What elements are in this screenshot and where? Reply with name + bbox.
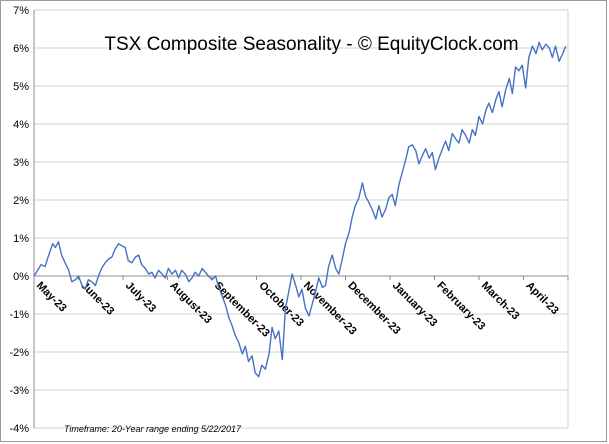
x-tick-label: August-23: [167, 280, 214, 327]
x-tick-label: May-23: [34, 280, 69, 315]
y-axis-tick-labels: -4% -3% -2% -1% 0% 1% 2% 3% 4% 5% 6% 7%: [9, 5, 29, 435]
x-tick-label: April-23: [523, 280, 560, 317]
y-tick-label: 3%: [13, 157, 29, 169]
series-line-0: [33, 41, 567, 378]
series-layer: [33, 41, 567, 378]
y-tick-label: 1%: [13, 233, 29, 245]
y-tick-label: -4%: [9, 423, 29, 435]
chart-title: TSX Composite Seasonality - © EquityCloc…: [104, 34, 519, 55]
y-tick-label: 4%: [13, 119, 29, 131]
axes: [33, 10, 569, 428]
y-tick-label: 0%: [13, 271, 29, 283]
x-tick-label: July-23: [123, 280, 158, 315]
y-tick-label: 5%: [13, 81, 29, 93]
x-tick-label: March-23: [479, 280, 522, 323]
x-tick-label: June-23: [78, 280, 116, 318]
y-tick-label: -1%: [9, 309, 29, 321]
chart-footnote: Timeframe: 20-Year range ending 5/22/201…: [64, 424, 242, 434]
y-tick-label: -3%: [9, 385, 29, 397]
y-tick-label: 2%: [13, 195, 29, 207]
y-tick-label: -2%: [9, 347, 29, 359]
y-tick-label: 7%: [13, 5, 29, 17]
gridlines: [34, 9, 568, 429]
x-axis-tick-labels: May-23 June-23 July-23 August-23September-2…: [34, 280, 561, 340]
y-tick-label: 6%: [13, 43, 29, 55]
